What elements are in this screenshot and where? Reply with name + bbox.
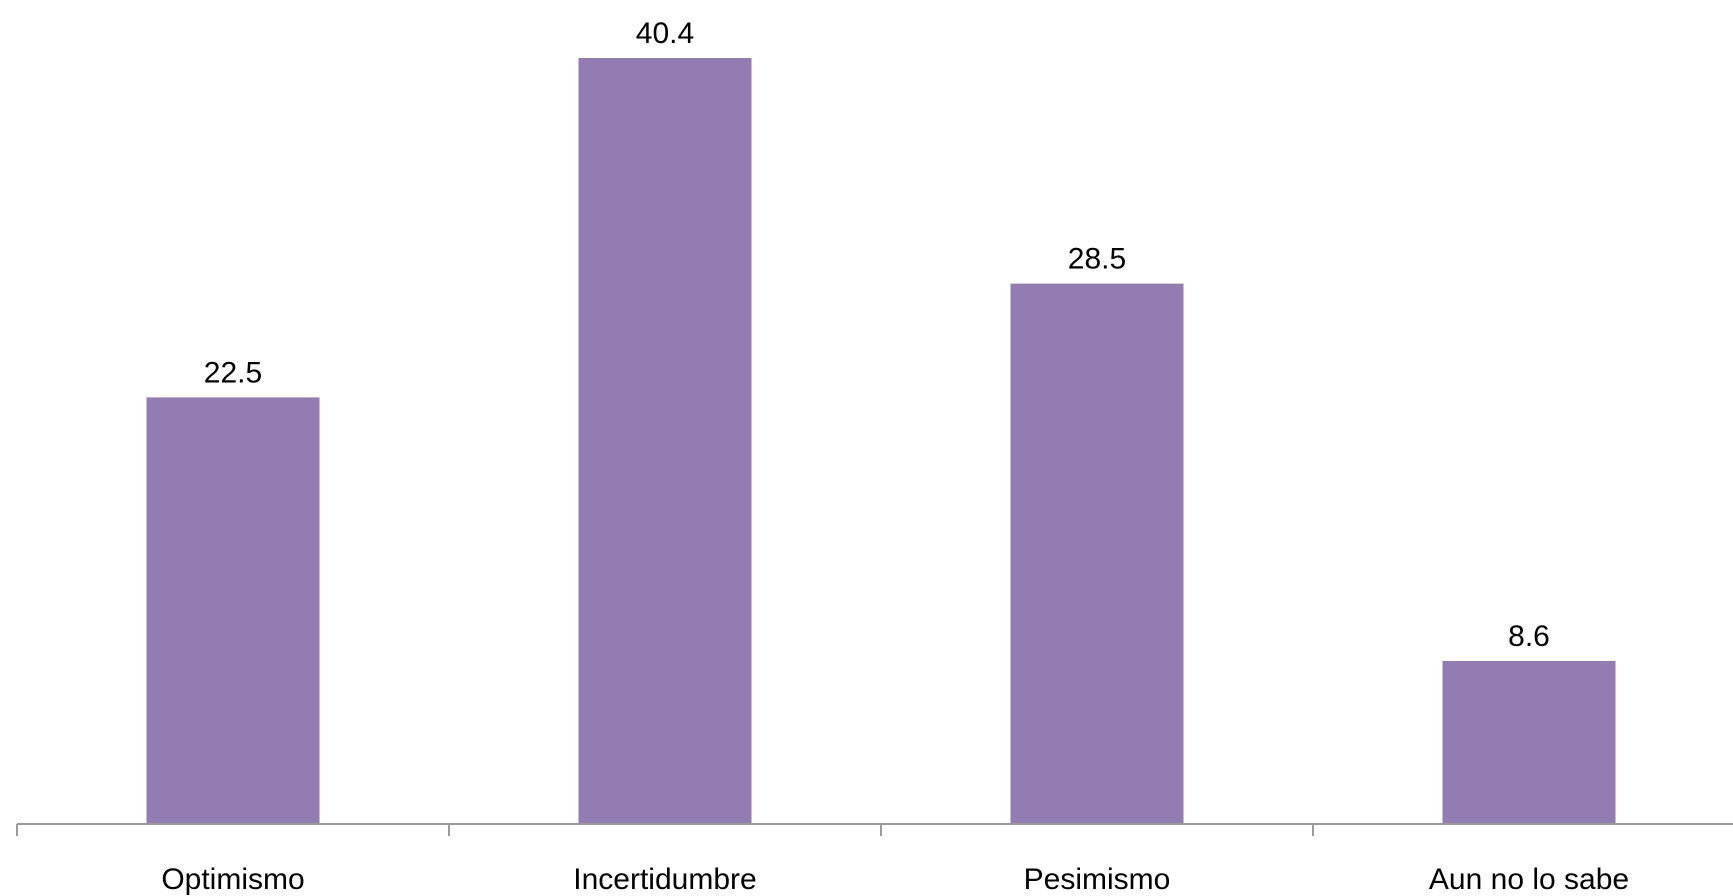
x-tick-label: Optimismo [161,863,304,896]
x-tick-label: Aun no lo sabe [1429,863,1629,896]
bar-optimismo [146,397,320,824]
data-label: 40.4 [636,17,694,50]
x-axis [16,823,1733,836]
x-tick-label: Incertidumbre [573,863,756,896]
data-label: 22.5 [204,356,262,389]
bar-aun-no-lo-sabe [1442,660,1616,824]
value-labels-layer: 22.5 40.4 28.5 8.6 [204,17,1550,653]
data-label: 28.5 [1068,243,1126,276]
bar-pesimismo [1010,283,1184,824]
category-labels-layer: Optimismo Incertidumbre Pesimismo Aun no lo… [161,863,1629,896]
bar-incertidumbre [578,58,752,824]
bars-layer [146,58,1616,824]
data-label: 8.6 [1508,620,1550,653]
x-tick-label: Pesimismo [1024,863,1171,896]
